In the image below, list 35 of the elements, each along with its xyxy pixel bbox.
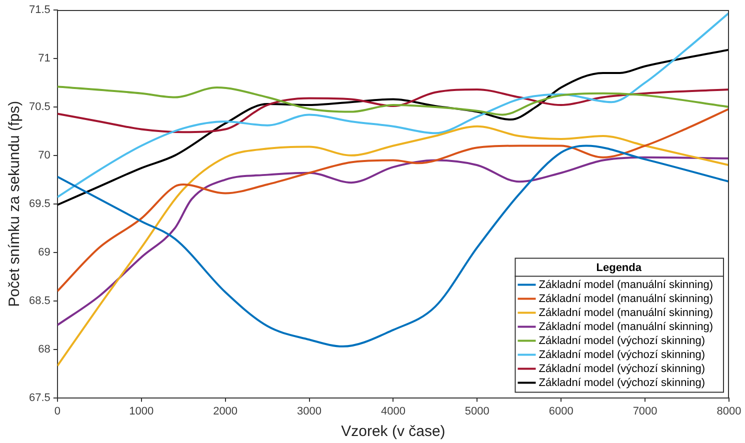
legend-label: Základní model (výchozí skinning) xyxy=(538,362,706,375)
y-tick-label: 70 xyxy=(38,149,50,162)
legend-label: Základní model (manuální skinning) xyxy=(538,292,714,305)
line-series xyxy=(57,48,729,206)
y-tick-label: 69 xyxy=(38,246,50,258)
x-tick-label: 0 xyxy=(54,405,60,418)
x-tick-label: 8000 xyxy=(716,405,742,418)
legend-label: Základní model (výchozí skinning) xyxy=(538,348,706,361)
legend-label: Základní model (výchozí skinning) xyxy=(538,376,706,389)
line-series xyxy=(57,144,729,348)
y-tick-label: 68.5 xyxy=(28,294,50,307)
y-tick-label: 71 xyxy=(38,52,50,65)
line-series xyxy=(57,88,729,134)
y-axis-title: Počet snímku za sekundu (fps) xyxy=(6,100,24,307)
y-tick-label: 67.5 xyxy=(28,392,50,404)
x-axis-title: Vzorek (v čase) xyxy=(341,423,446,440)
y-tick-label: 71.5 xyxy=(28,4,50,16)
line-series xyxy=(57,86,729,116)
legend-label: Základní model (manuální skinning) xyxy=(538,320,714,333)
line-series xyxy=(57,12,729,198)
x-tick-label: 2000 xyxy=(213,405,238,418)
x-tick-label: 5000 xyxy=(464,405,490,418)
x-tick-label: 1000 xyxy=(129,405,154,418)
legend-label: Základní model (výchozí skinning) xyxy=(538,334,706,347)
legend-title: Legenda xyxy=(596,262,642,274)
y-tick-label: 70.5 xyxy=(28,100,50,113)
legend-label: Základní model (manuální skinning) xyxy=(538,306,714,319)
y-tick-label: 69.5 xyxy=(28,198,50,210)
y-tick-label: 68 xyxy=(38,343,50,356)
x-tick-label: 7000 xyxy=(632,405,658,418)
x-tick-label: 3000 xyxy=(297,405,322,418)
line-series xyxy=(57,108,729,292)
x-tick-label: 6000 xyxy=(548,405,574,418)
legend-label: Základní model (manuální skinning) xyxy=(538,278,714,291)
x-tick-label: 4000 xyxy=(380,405,406,418)
